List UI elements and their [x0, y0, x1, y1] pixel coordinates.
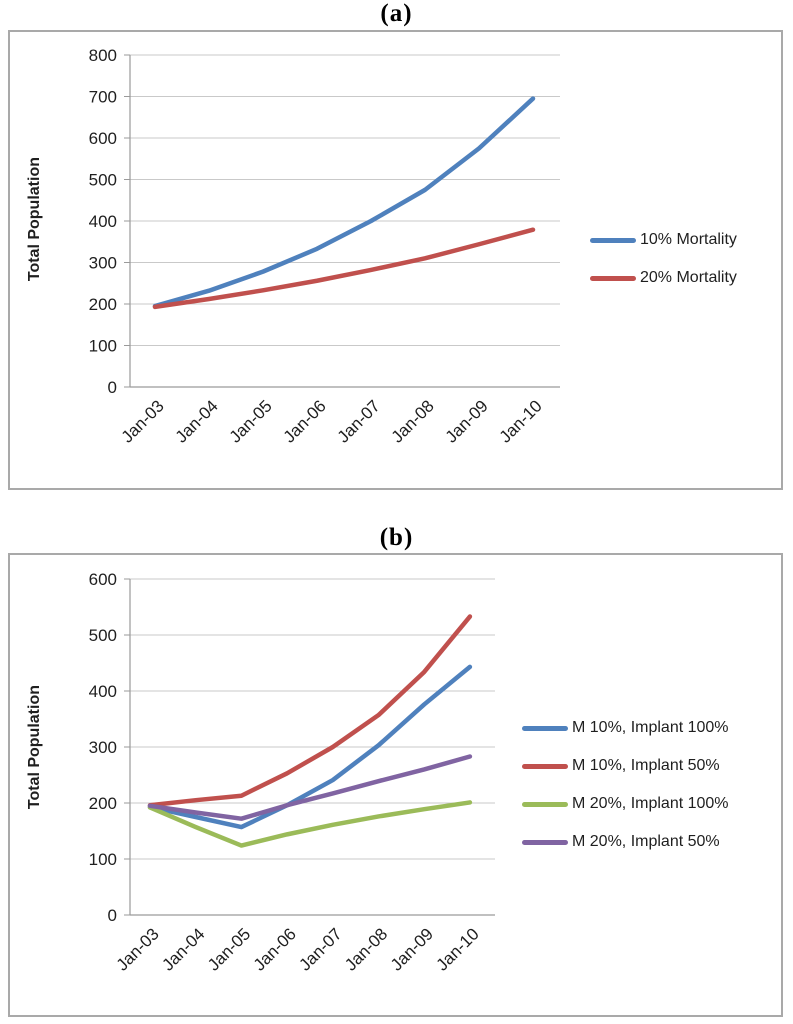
chart-b-legend: M 10%, Implant 100% M 10%, Implant 50% M…: [522, 709, 729, 861]
x-tick-label: Jan-07: [295, 924, 345, 974]
series-line-m-20-implant-100-: [147, 800, 473, 848]
y-tick-label: 400: [89, 682, 117, 701]
legend-item: 20% Mortality: [590, 259, 737, 297]
y-tick-label: 300: [89, 738, 117, 757]
x-tick-label: Jan-03: [118, 396, 168, 446]
y-tick-label: 0: [108, 906, 117, 925]
legend-item: M 10%, Implant 50%: [522, 747, 729, 785]
legend-line-sample: [590, 275, 636, 281]
series-line-m-20-implant-50-: [147, 754, 473, 821]
x-tick-label: Jan-09: [442, 396, 492, 446]
legend-label: M 20%, Implant 100%: [572, 795, 729, 812]
y-tick-label: 300: [89, 254, 117, 273]
x-tick-label: Jan-04: [158, 924, 208, 974]
chart-a-y-axis-title: Total Population: [26, 157, 43, 282]
y-tick-label: 500: [89, 626, 117, 645]
legend-label: M 20%, Implant 50%: [572, 833, 720, 850]
series-line-m-10-implant-50-: [147, 614, 473, 808]
series-line-20-mortality: [152, 227, 536, 310]
y-tick-label: 200: [89, 794, 117, 813]
x-tick-label: Jan-10: [496, 396, 546, 446]
legend-label: 20% Mortality: [640, 269, 737, 286]
legend-line-sample: [522, 763, 568, 769]
x-tick-label: Jan-06: [250, 924, 300, 974]
x-tick-label: Jan-06: [280, 396, 330, 446]
x-tick-label: Jan-05: [226, 396, 276, 446]
chart-b-plot: 0100200300400500600Jan-03Jan-04Jan-05Jan…: [89, 570, 495, 975]
series-line-m-10-implant-100-: [147, 664, 473, 830]
y-tick-label: 500: [89, 171, 117, 190]
x-tick-label: Jan-09: [387, 924, 437, 974]
chart-b-y-axis-title: Total Population: [26, 684, 43, 810]
series-line-10-mortality: [152, 96, 536, 309]
x-tick-label: Jan-10: [433, 924, 483, 974]
panel-a-title: (a): [380, 0, 413, 27]
legend-line-sample: [522, 725, 568, 731]
x-tick-label: Jan-04: [172, 396, 222, 446]
legend-line-sample: [590, 237, 636, 243]
panel-b-title: (b): [379, 524, 414, 551]
x-tick-label: Jan-08: [388, 396, 438, 446]
legend-line-sample: [522, 801, 568, 807]
x-tick-label: Jan-05: [204, 924, 254, 974]
y-tick-label: 0: [108, 378, 117, 397]
y-tick-label: 800: [89, 46, 117, 65]
chart-a-panel: 0 100 200 300 400 500 600 700 800 Jan-03 Jan-04 Jan…: [8, 30, 783, 490]
legend-label: M 10%, Implant 100%: [572, 719, 729, 736]
x-tick-label: Jan-03: [113, 924, 163, 974]
y-tick-label: 200: [89, 295, 117, 314]
y-tick-label: 600: [89, 129, 117, 148]
chart-a-legend: 10% Mortality 20% Mortality: [590, 221, 737, 297]
legend-label: 10% Mortality: [640, 231, 737, 248]
y-tick-label: 100: [89, 337, 117, 356]
y-tick-label: 700: [89, 88, 117, 107]
y-tick-label: 100: [89, 850, 117, 869]
y-tick-label: 600: [89, 570, 117, 589]
legend-item: M 20%, Implant 100%: [522, 785, 729, 823]
legend-item: 10% Mortality: [590, 221, 737, 259]
legend-item: M 20%, Implant 50%: [522, 823, 729, 861]
y-tick-label: 400: [89, 212, 117, 231]
x-tick-label: Jan-08: [341, 924, 391, 974]
legend-label: M 10%, Implant 50%: [572, 757, 720, 774]
x-tick-label: Jan-07: [334, 396, 384, 446]
legend-line-sample: [522, 839, 568, 845]
chart-b-panel: 0 100 200 300 400 500 600 Jan-03 Jan-04 Jan-05 Jan…: [8, 553, 783, 1017]
legend-item: M 10%, Implant 100%: [522, 709, 729, 747]
